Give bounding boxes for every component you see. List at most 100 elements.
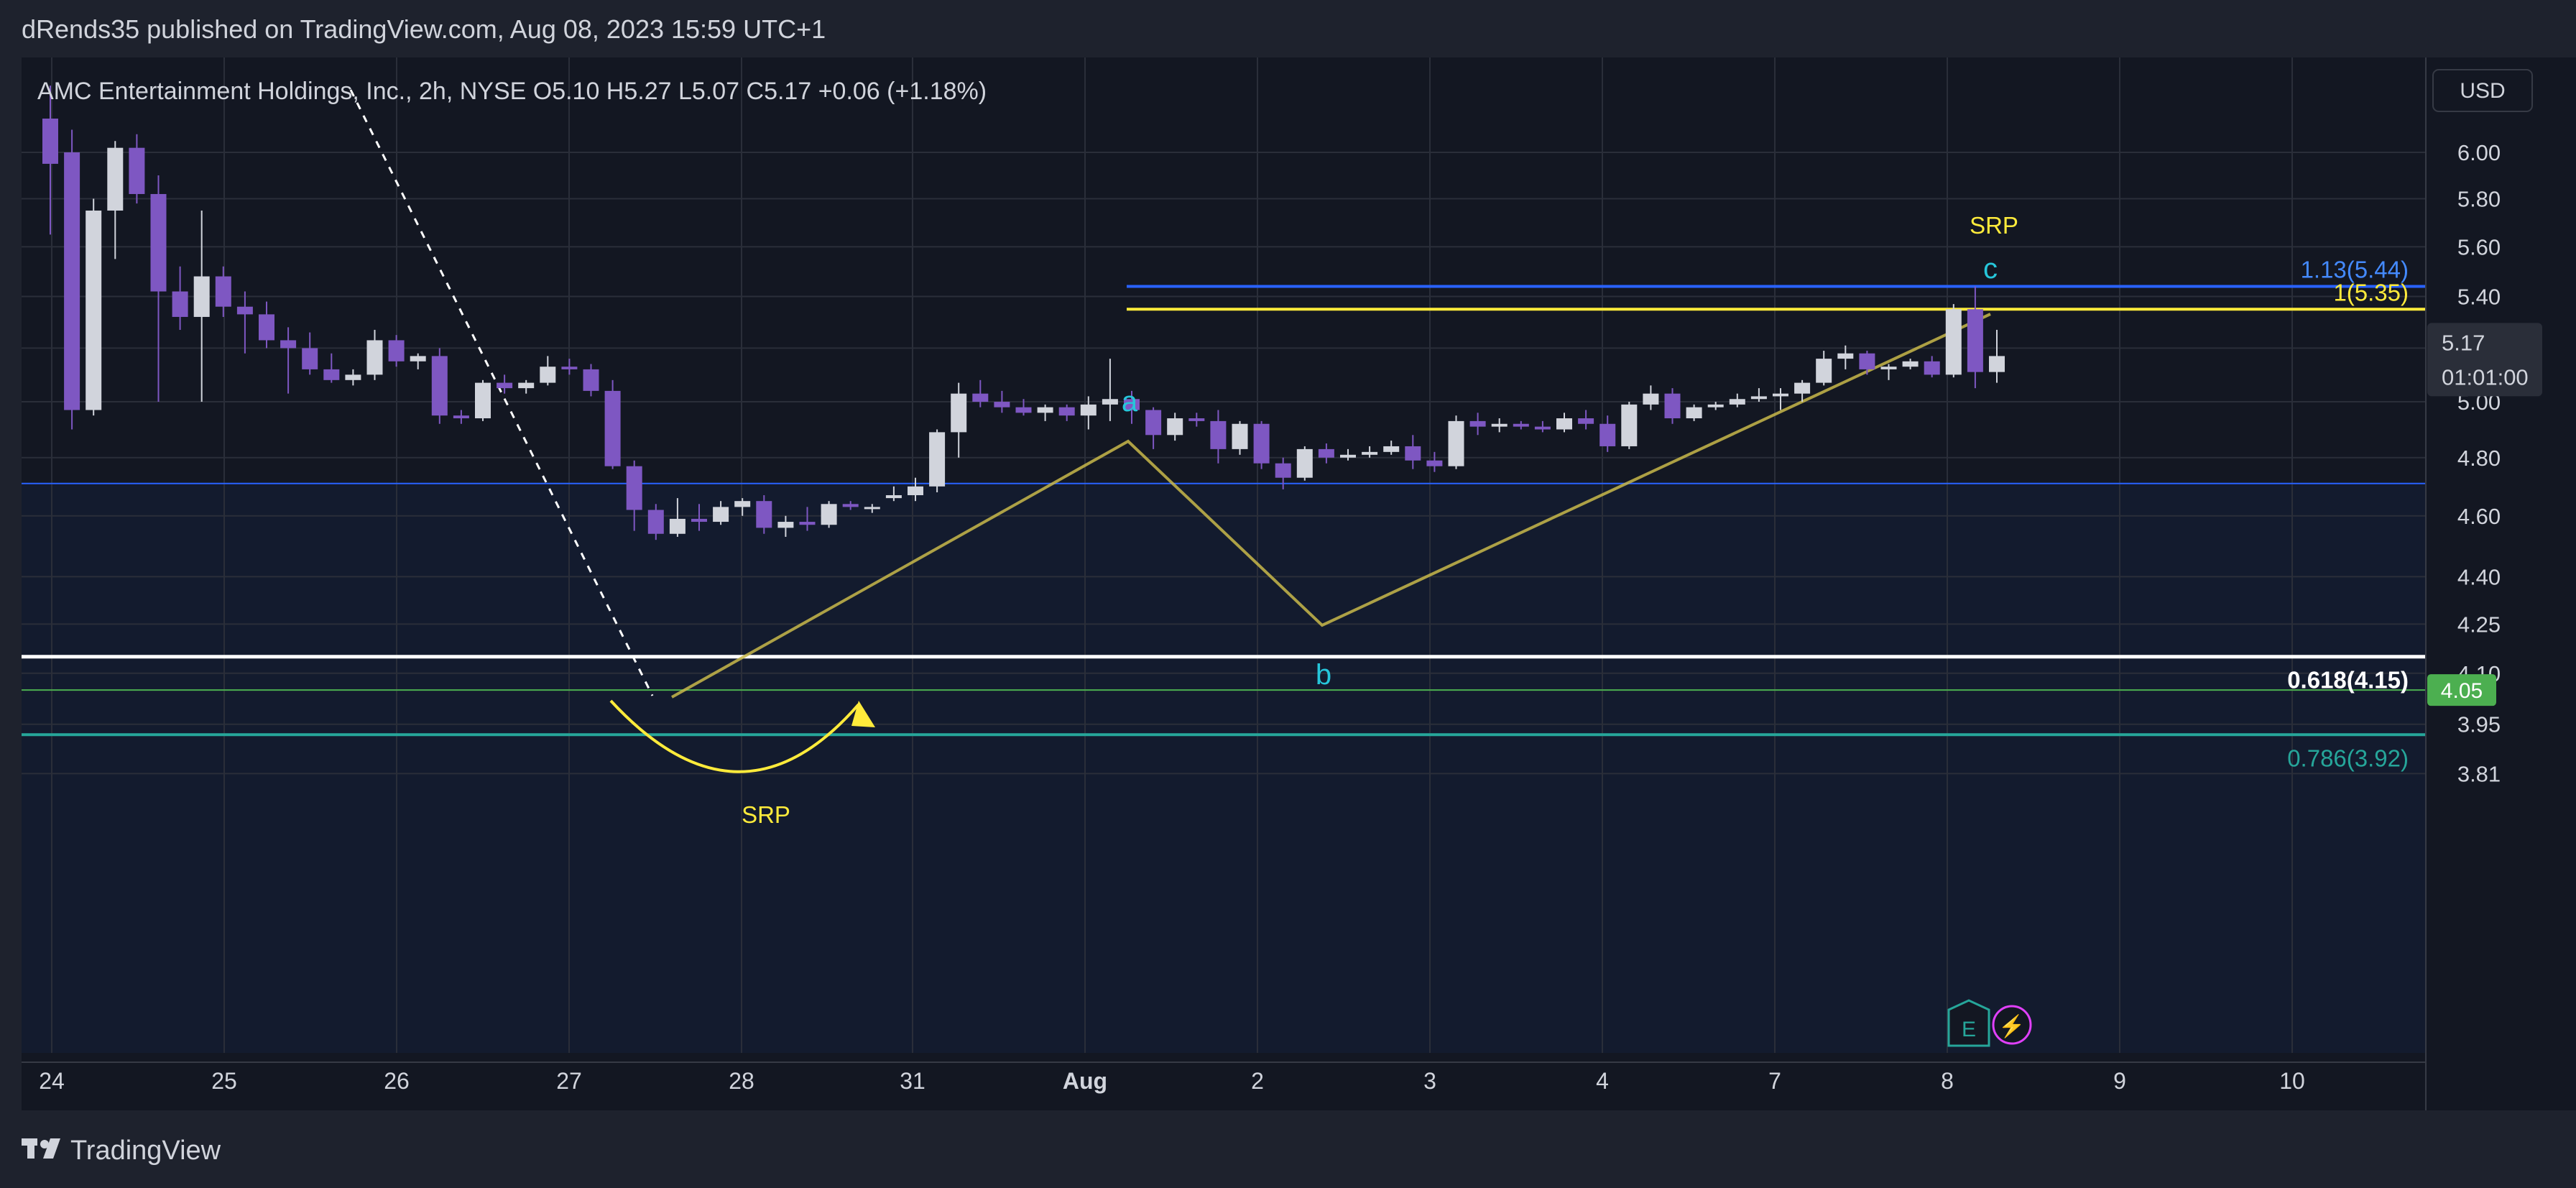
time-tick-label: 26 [384, 1068, 410, 1094]
brand-name: TradingView [70, 1136, 221, 1166]
last-price-countdown: 01:01:00 [2442, 364, 2529, 390]
price-tick-label: 4.40 [2457, 564, 2501, 589]
candle-body [1318, 448, 1334, 458]
candle [864, 504, 880, 513]
candle-body [1383, 446, 1400, 452]
candle [1340, 448, 1356, 461]
candle [756, 495, 772, 534]
candle-body [885, 495, 902, 499]
candle-body [799, 522, 816, 525]
candle-body [1513, 423, 1529, 427]
price-axis[interactable] [2425, 57, 2576, 1110]
level-price-badge [2427, 674, 2496, 706]
candle [821, 501, 837, 528]
currency-button[interactable]: USD [2432, 69, 2533, 112]
candles [42, 86, 2005, 540]
symbol-info: AMC Entertainment Holdings, Inc., 2h, NY… [37, 78, 987, 105]
tradingview-logo-icon [22, 1138, 60, 1159]
candle [1859, 351, 1875, 375]
candle [691, 504, 707, 531]
price-tick-label: 3.95 [2457, 712, 2501, 737]
candle [1253, 420, 1270, 469]
candle [1448, 415, 1464, 469]
candle [1275, 457, 1291, 489]
candle-body [821, 504, 837, 525]
candle-body [604, 390, 621, 466]
fib-level-label: 1.13(5.44) [2301, 257, 2409, 283]
candle [842, 501, 859, 510]
candle [799, 507, 816, 531]
candle-body [1015, 407, 1032, 413]
candle-body [107, 147, 124, 211]
last-price-value: 5.17 [2442, 330, 2485, 355]
candle-body [1621, 404, 1638, 446]
candle-body [951, 393, 967, 433]
candle-body [1102, 399, 1118, 405]
candle-body [1750, 396, 1767, 400]
candle [885, 486, 902, 502]
candle-body [1469, 420, 1486, 427]
candle-body [647, 510, 664, 534]
candle-body [302, 348, 318, 369]
candle-body [1124, 399, 1140, 410]
candle-body [908, 486, 923, 496]
candle-body [561, 367, 578, 369]
candle-body [713, 507, 729, 522]
candle-body [756, 501, 772, 528]
candle-body [1534, 426, 1551, 430]
grid [22, 57, 2425, 1053]
candle [1058, 404, 1075, 421]
candle [259, 301, 274, 349]
candle-body [345, 374, 361, 380]
candle [453, 410, 469, 424]
time-tick-label: 10 [2279, 1068, 2305, 1094]
candle [1707, 402, 1724, 410]
candle [647, 504, 664, 540]
time-tick-label: 24 [39, 1068, 65, 1094]
candle-body [972, 393, 989, 402]
candle [518, 379, 535, 394]
candle-body [1232, 423, 1248, 449]
dividend-lightning-icon: ⚡ [1992, 1005, 2032, 1045]
candle-body [842, 504, 859, 507]
candle-body [1837, 353, 1854, 359]
candle [1080, 396, 1097, 430]
candle [583, 364, 599, 397]
candle [1534, 420, 1551, 433]
candle [475, 379, 491, 421]
candle [1556, 413, 1572, 433]
candle [1686, 404, 1702, 421]
candle [345, 369, 361, 386]
candle [1729, 393, 1745, 407]
candle [626, 460, 642, 531]
candle-body [497, 382, 513, 389]
earnings-event-shape [1947, 999, 1990, 1047]
candle [1621, 402, 1638, 449]
candle-body [150, 193, 167, 292]
candle [604, 379, 621, 469]
candle-body [1426, 460, 1443, 466]
candle-body [1989, 356, 2005, 372]
abc-wave-path [671, 313, 1991, 699]
candle-body [734, 501, 751, 507]
price-tick-label: 5.40 [2457, 285, 2501, 310]
candle-body [1167, 418, 1183, 436]
candle [1599, 415, 1616, 452]
time-tick-label: 4 [1596, 1068, 1609, 1094]
support-zone [22, 483, 2425, 1053]
earnings-event-letter: E [1962, 1018, 1976, 1041]
candle [1383, 441, 1400, 455]
time-tick-label: 9 [2113, 1068, 2126, 1094]
lightning-circle [1992, 1005, 2032, 1045]
candle-body [994, 402, 1010, 407]
time-tick-label: 2 [1251, 1068, 1264, 1094]
candle-body [626, 466, 642, 510]
candle-body [1296, 448, 1313, 478]
curved-arrow [609, 699, 860, 773]
candle-body [1362, 451, 1378, 455]
fib-level-label: 0.618(4.15) [2287, 667, 2409, 694]
candle-body [193, 276, 210, 317]
candle [1664, 388, 1681, 424]
candle-body [236, 306, 253, 315]
